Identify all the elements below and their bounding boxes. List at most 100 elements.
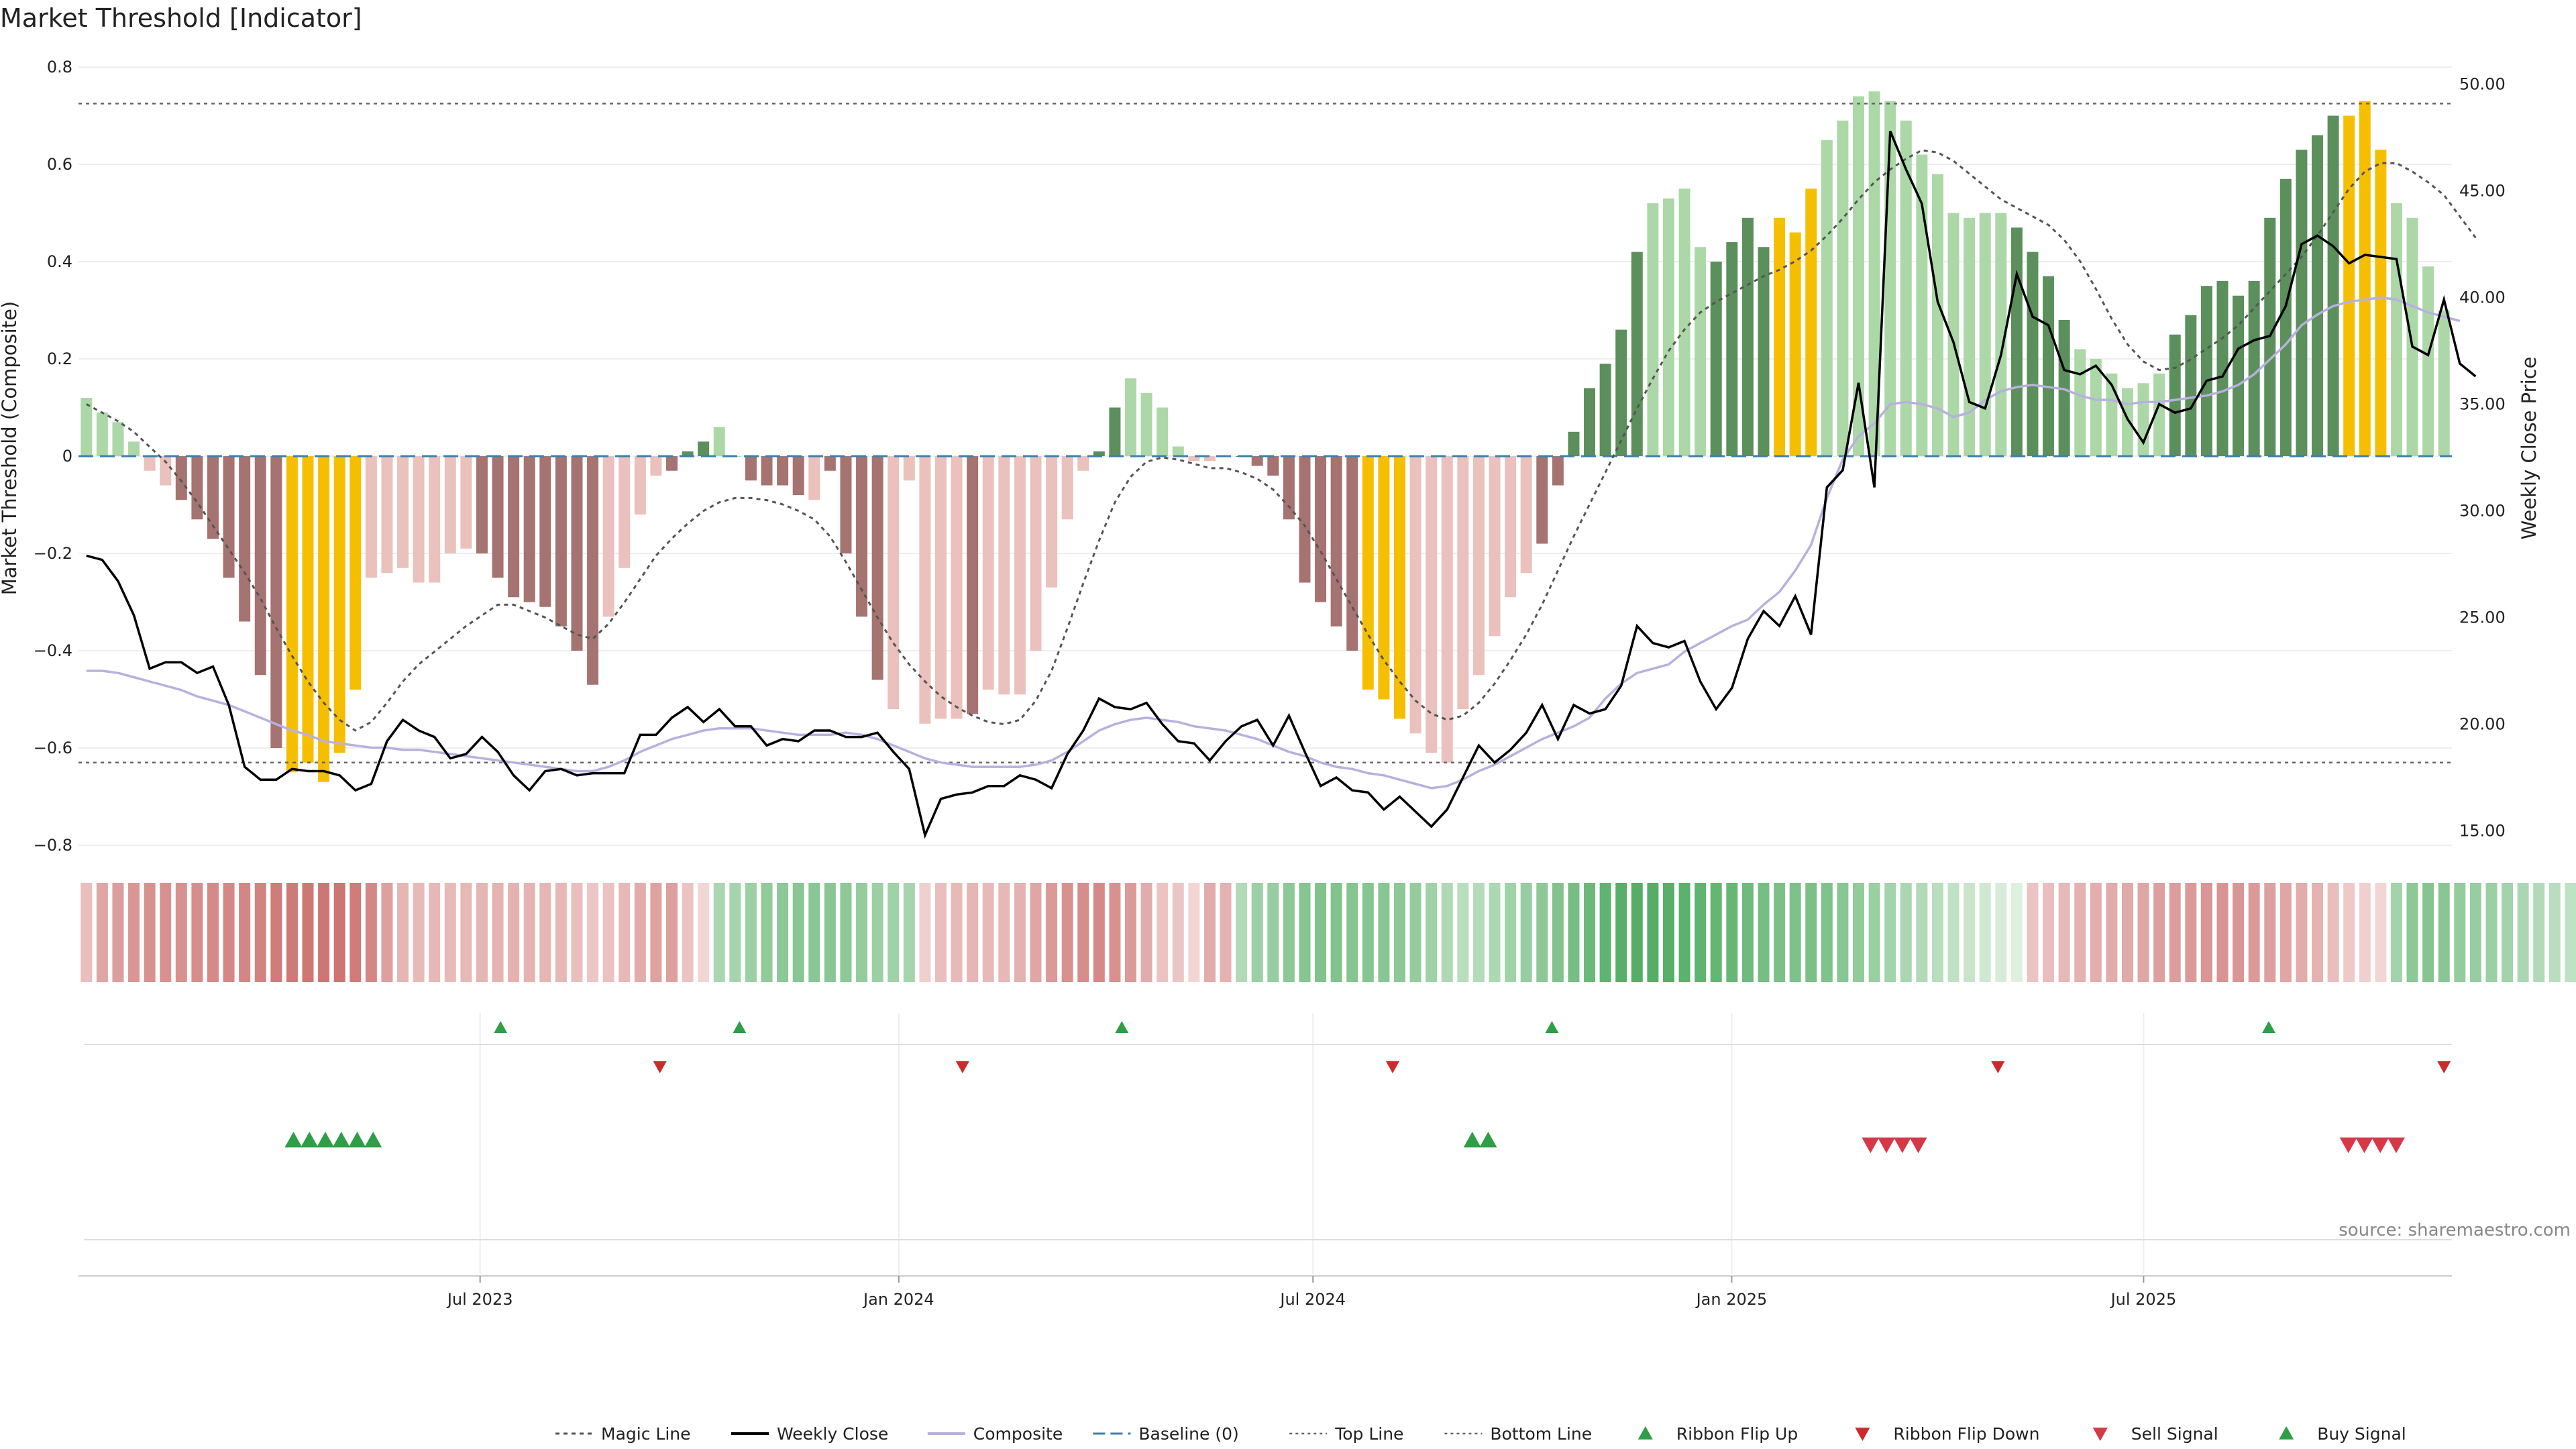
ribbon-cell [1995, 883, 2007, 982]
composite-bar [191, 456, 203, 520]
composite-bar [1868, 91, 1880, 456]
ribbon-cell [1283, 883, 1295, 982]
composite-bar [1251, 456, 1263, 466]
composite-bar [1203, 456, 1216, 462]
left-tick-label: 0.6 [47, 155, 72, 174]
composite-bar [1931, 174, 1943, 456]
legend: Magic Line Weekly Close Composite Baseline … [555, 1424, 2406, 1444]
ribbon-cell [96, 883, 108, 982]
composite-bar [1299, 456, 1311, 583]
composite-bar [2137, 383, 2149, 456]
legend-label: Magic Line [601, 1424, 691, 1444]
composite-bar [919, 456, 931, 724]
composite-bar [2010, 227, 2023, 456]
composite-bar [1837, 120, 1849, 456]
composite-bars [80, 91, 2450, 782]
composite-bar [223, 456, 235, 578]
composite-bar [666, 456, 678, 471]
ribbon-cell [2327, 883, 2339, 982]
right-tick-label: 40.00 [2459, 288, 2506, 307]
ribbon-cell [80, 883, 93, 982]
composite-bar [239, 456, 251, 622]
ribbon-cell [1964, 883, 1976, 982]
composite-bar [1647, 203, 1659, 456]
ribbon-cell [286, 883, 298, 982]
legend-label: Buy Signal [2317, 1424, 2406, 1444]
composite-bar [429, 456, 441, 583]
composite-bar [207, 456, 219, 539]
composite-line [86, 296, 2461, 790]
composite-bar [1584, 388, 1596, 456]
ribbon-cell [144, 883, 156, 982]
ribbon-cell [2169, 883, 2181, 982]
ribbon-cell [270, 883, 282, 982]
composite-bar [2375, 150, 2387, 456]
composite-bar [1109, 407, 1121, 456]
composite-bar [1536, 456, 1548, 544]
ribbon-cell [112, 883, 124, 982]
composite-bar [1695, 247, 1707, 456]
ribbon-cell [729, 883, 741, 982]
ribbon-cell [888, 883, 900, 982]
composite-bar [460, 456, 472, 549]
legend-label: Composite [973, 1424, 1063, 1444]
composite-bar [80, 398, 93, 456]
ribbon-cell [2375, 883, 2387, 982]
composite-bar [1267, 456, 1279, 476]
ribbon-cell [1599, 883, 1611, 982]
ribbon-cell [2548, 883, 2561, 982]
ribbon-cell [175, 883, 187, 982]
composite-bar [1457, 456, 1469, 709]
ribbon-cell [1805, 883, 1817, 982]
ribbon-cell [223, 883, 235, 982]
composite-bar [1789, 232, 1801, 456]
ribbon-cell [1568, 883, 1580, 982]
composite-bar [2279, 178, 2292, 456]
ribbon-cell [1931, 883, 1943, 982]
composite-bar [1900, 120, 1912, 456]
composite-bar [1758, 247, 1770, 456]
composite-bar [555, 456, 567, 627]
ribbon-cell [1774, 883, 1786, 982]
ribbon-cell [2296, 883, 2308, 982]
composite-bar [1520, 456, 1532, 573]
ribbon-cell [1014, 883, 1026, 982]
ribbon-cell [2058, 883, 2070, 982]
right-tick-label: 35.00 [2459, 394, 2506, 413]
ribbon-cell [2233, 883, 2245, 982]
ribbon-cell [413, 883, 425, 982]
ribbon-cell [508, 883, 520, 982]
x-tick-label: Jan 2025 [1695, 1290, 1768, 1309]
ribbon-flip-down-marker [1991, 1061, 2005, 1073]
ribbon-cell [1236, 883, 1248, 982]
ribbon-cell [2517, 883, 2529, 982]
composite-bar [2200, 286, 2212, 456]
composite-bar [350, 456, 362, 690]
ribbon-cell [998, 883, 1010, 982]
composite-bar [619, 456, 631, 568]
composite-bar [476, 456, 488, 553]
x-axis-ticks: Jul 2023 Jan 2024 Jul 2024 Jan 2025 Jul 2025 [78, 1275, 2452, 1309]
composite-bar [1061, 456, 1073, 520]
composite-bar [508, 456, 520, 598]
ribbon-cell [1631, 883, 1643, 982]
composite-bar [2106, 373, 2118, 456]
left-tick-label: −0.6 [34, 739, 72, 757]
ribbon-cell [1695, 883, 1707, 982]
ribbon-cell [365, 883, 377, 982]
ribbon-cell [1426, 883, 1438, 982]
composite-bar [2343, 115, 2355, 456]
x-tick-label: Jul 2024 [1279, 1290, 1346, 1309]
ribbon-cell [1362, 883, 1374, 982]
sell-signal-marker [2355, 1137, 2373, 1153]
composite-bar [761, 456, 773, 486]
sell-signal-marker [2371, 1137, 2390, 1153]
ribbon-flip-down-marker [955, 1061, 969, 1073]
ribbon-cell [1330, 883, 1342, 982]
ribbon-cell [1267, 883, 1279, 982]
composite-bar [1125, 378, 1137, 456]
composite-bar [650, 456, 662, 476]
legend-label: Top Line [1334, 1424, 1403, 1444]
ribbon-flip-up-marker [1115, 1021, 1129, 1033]
composite-bar [318, 456, 330, 782]
